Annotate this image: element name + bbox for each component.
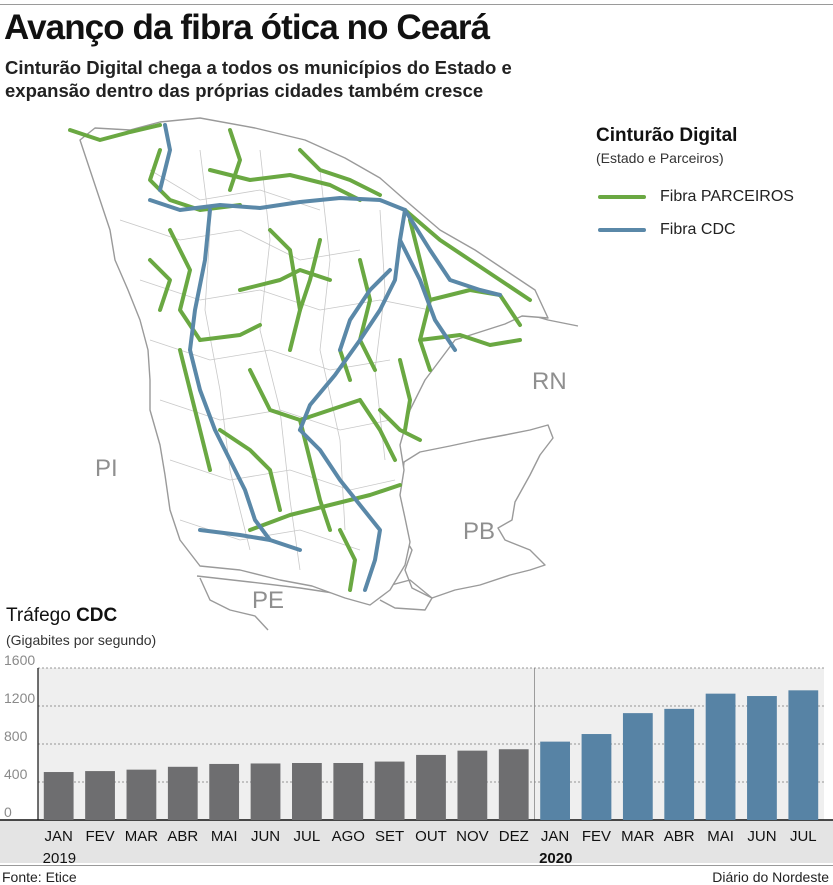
chart-title: Tráfego CDC (6, 605, 117, 627)
x-axis-band (0, 820, 833, 863)
legend-label-parceiros: Fibra PARCEIROS (660, 188, 794, 205)
legend-swatch-parceiros (598, 195, 646, 199)
x-tick-label: NOV (456, 828, 489, 845)
chart-title-prefix: Tráfego (6, 605, 77, 626)
bar-3 (126, 769, 157, 820)
x-tick-label: FEV (85, 828, 114, 845)
year-label-2019: 2019 (43, 850, 76, 863)
traffic-bar-chart: 0 400 800 1200 1600 JAN FEV MAR ABR MAI JUN JUL AGO S… (0, 655, 833, 863)
ceara-fiber-map (68, 117, 579, 631)
bar-8 (333, 763, 364, 820)
y-tick-label: 0 (4, 804, 12, 820)
legend-label-cdc: Fibra CDC (660, 221, 736, 238)
legend-subtitle: (Estado e Parceiros) (596, 150, 724, 166)
bar-1 (43, 772, 74, 820)
chart-title-bold: CDC (76, 605, 118, 626)
bar-14 (581, 734, 612, 820)
x-tick-label: FEV (582, 828, 611, 845)
y-tick-label: 1600 (4, 655, 35, 668)
footer-rule (0, 865, 833, 866)
credit-note: Diário do Nordeste (712, 869, 829, 885)
x-tick-label: MAR (125, 828, 159, 845)
state-label-pe: PE (252, 587, 285, 614)
x-tick-label: MAI (211, 828, 238, 845)
x-tick-label: MAR (621, 828, 655, 845)
bar-18 (747, 696, 777, 820)
y-tick-label: 800 (4, 728, 28, 744)
fiber-cdc-routes (148, 123, 502, 592)
x-tick-label: JAN (541, 828, 569, 845)
legend-title: Cinturão Digital (596, 125, 738, 146)
bar-10 (416, 754, 446, 820)
pe-border-lower (199, 577, 269, 631)
bar-17 (705, 693, 736, 820)
x-tick-label: JAN (45, 828, 73, 845)
bar-16 (664, 708, 695, 820)
chart-subtitle: (Gigabites por segundo) (6, 632, 157, 648)
legend-item-cdc: Fibra CDC (598, 220, 736, 240)
bar-9 (374, 761, 405, 820)
bar-15 (622, 713, 653, 820)
state-label-rn: RN (532, 368, 567, 395)
bar-2 (85, 771, 115, 820)
x-tick-label: JUN (251, 828, 280, 845)
x-tick-label: MAI (707, 828, 734, 845)
pe-border (196, 575, 433, 611)
x-tick-label: OUT (415, 828, 447, 845)
legend-item-parceiros: Fibra PARCEIROS (598, 187, 794, 207)
bar-7 (292, 763, 322, 820)
source-note: Fonte: Etice (2, 869, 77, 885)
bar-5 (209, 763, 240, 820)
bar-6 (250, 763, 281, 820)
y-tick-label: 1200 (4, 690, 35, 706)
fiber-parceiros-routes (68, 123, 532, 592)
top-rule (0, 4, 833, 5)
year-label-2020: 2020 (539, 850, 572, 863)
x-tick-label: ABR (664, 828, 695, 845)
bar-19 (788, 690, 819, 820)
legend-swatch-cdc (598, 228, 646, 232)
y-tick-label: 400 (4, 766, 28, 782)
page-title: Avanço da fibra ótica no Ceará (4, 8, 490, 47)
state-label-pi: PI (95, 455, 118, 482)
state-label-pb: PB (463, 518, 496, 545)
x-tick-label: JUL (790, 828, 817, 845)
x-tick-label: SET (375, 828, 404, 845)
bar-13 (540, 741, 570, 820)
bar-12 (498, 749, 529, 820)
x-tick-label: DEZ (499, 828, 529, 845)
page-subtitle: Cinturão Digital chega a todos os municí… (5, 57, 512, 101)
x-tick-label: AGO (332, 828, 365, 845)
bar-4 (167, 766, 198, 820)
pb-border (394, 424, 554, 599)
x-tick-label: ABR (167, 828, 198, 845)
x-tick-label: JUN (747, 828, 776, 845)
bar-11 (457, 750, 488, 820)
x-tick-label: JUL (294, 828, 321, 845)
ceara-outline (79, 117, 549, 606)
